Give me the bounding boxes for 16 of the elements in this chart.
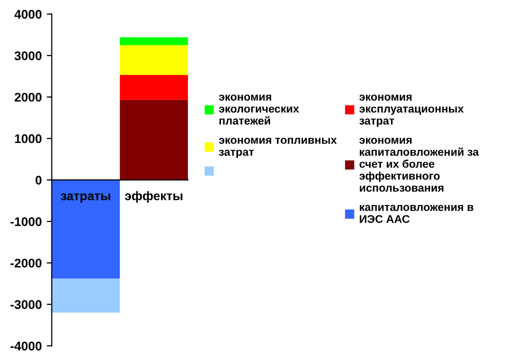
y-tick-label: 1000 — [15, 134, 42, 144]
y-tick-label: 3000 — [14, 51, 42, 60]
x-tick-label: затраты — [60, 193, 110, 203]
y-tick-label: -3000 — [10, 300, 42, 310]
y-tick-label: -2000 — [10, 258, 42, 268]
legend-label: экономия топливных затрат — [218, 138, 337, 158]
y-tick-label: 0 — [36, 176, 42, 185]
legend-label: экономия эксплуатационных затрат — [359, 94, 464, 127]
y-tick-label: 4000 — [14, 10, 42, 19]
legend-label: капиталовложения в ИЭС ААС — [360, 204, 474, 223]
x-tick-label: эффекты — [124, 191, 182, 203]
y-tick-label: -1000 — [10, 217, 42, 226]
y-tick-label: -4000 — [10, 342, 42, 350]
y-tick-label: 2000 — [14, 92, 42, 102]
legend-label: экономия капиталовложений за счет их более эффективного использования — [359, 138, 479, 192]
legend-label: экономия экологических платежей — [218, 94, 300, 125]
